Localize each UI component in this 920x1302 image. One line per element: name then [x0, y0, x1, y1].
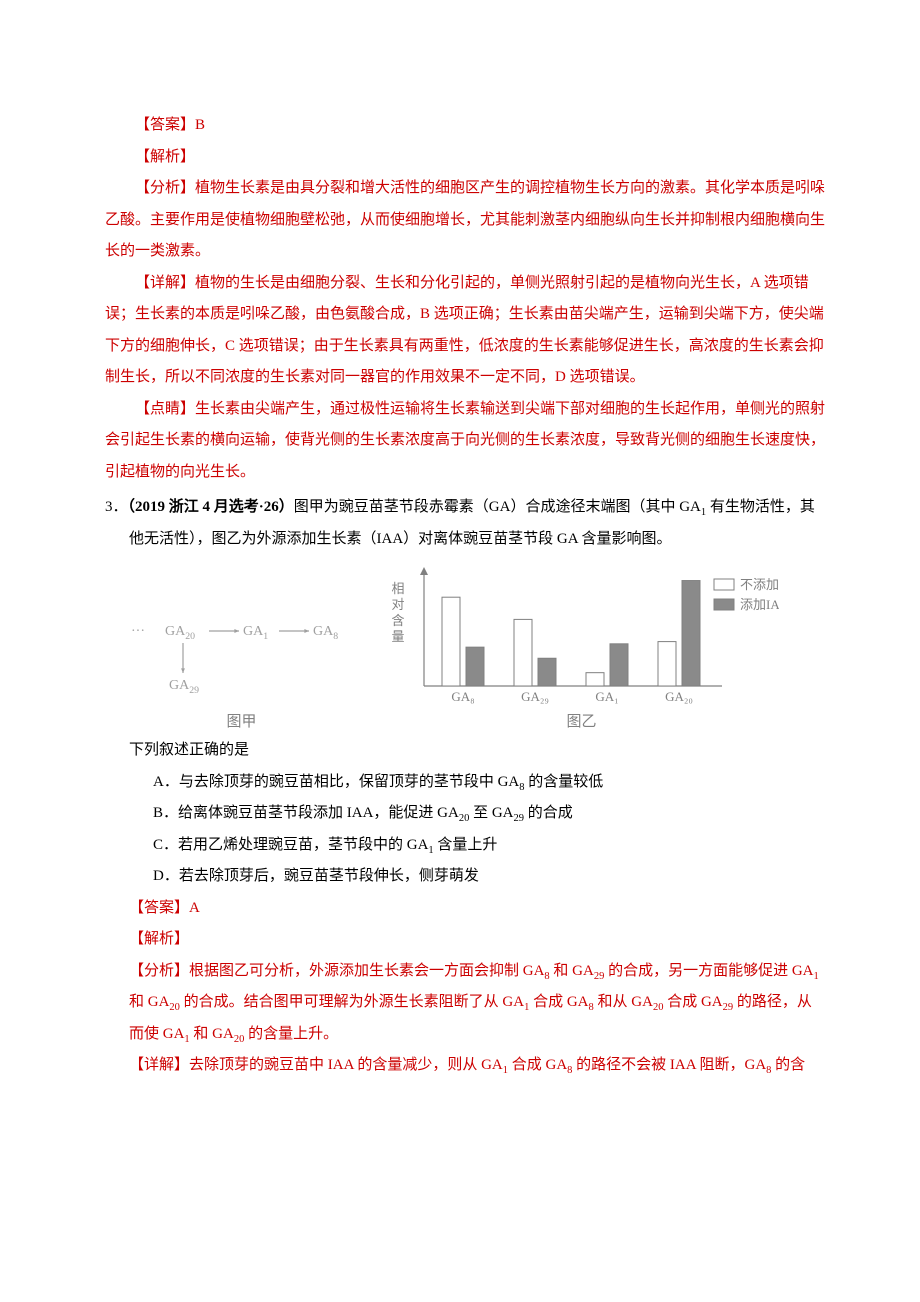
figure-row: ··· GA20 GA1 GA8 GA29 图甲 相对含量 GA₈ GA₂₉ GA₁ GA₂₀ 不… [129, 563, 825, 733]
svg-text:GA8: GA8 [313, 624, 338, 642]
q3-jiexi-label: 【解析】 [129, 924, 825, 956]
svg-text:量: 量 [391, 629, 404, 644]
t: 【详解】去除顶芽的豌豆苗中 IAA 的含量减少，则从 GA [129, 1057, 503, 1073]
option-b-s1: 20 [459, 813, 470, 824]
svg-text:对: 对 [391, 597, 404, 612]
t: 29 [723, 1002, 734, 1013]
t: 29 [594, 971, 605, 982]
option-b-mid: 至 GA [469, 805, 513, 821]
jiexi-label: 【解析】 [105, 142, 825, 174]
svg-text:GA₁: GA₁ [595, 689, 618, 704]
q3-stem-a: 图甲为豌豆苗茎节段赤霉素（GA）合成途径末端图（其中 GA [294, 499, 701, 515]
t: 的含 [771, 1057, 805, 1073]
option-b-s2: 29 [514, 813, 525, 824]
svg-text:GA1: GA1 [243, 624, 268, 642]
figure-a-caption: 图甲 [226, 712, 256, 733]
q3-xiangjie: 【详解】去除顶芽的豌豆苗中 IAA 的含量减少，则从 GA1 合成 GA8 的路… [129, 1050, 825, 1082]
option-b-pre: B．给离体豌豆苗茎节段添加 IAA，能促进 GA [153, 805, 459, 821]
q3-fenxi: 【分析】根据图乙可分析，外源添加生长素会一方面会抑制 GA8 和 GA29 的合… [129, 956, 825, 1051]
option-a-tail: 的含量较低 [525, 774, 604, 790]
svg-text:添加IAA: 添加IAA [740, 597, 779, 612]
svg-text:GA29: GA29 [169, 678, 199, 696]
svg-text:···: ··· [131, 624, 145, 639]
t: 合成 GA [508, 1057, 567, 1073]
t: 20 [234, 1034, 245, 1045]
option-c-pre: C．若用乙烯处理豌豆苗，茎节段中的 GA [153, 837, 428, 853]
q3-number: 3． [105, 499, 128, 515]
option-b: B．给离体豌豆苗茎节段添加 IAA，能促进 GA20 至 GA29 的合成 [153, 798, 825, 830]
t: 合成 GA [529, 994, 588, 1010]
t: 的合成，另一方面能够促进 GA [604, 963, 813, 979]
option-c-tail: 含量上升 [434, 837, 498, 853]
svg-text:不添加IAA: 不添加IAA [740, 577, 779, 592]
t: 合成 GA [663, 994, 722, 1010]
t: 的含量上升。 [244, 1026, 338, 1042]
t: 的路径不会被 IAA 阻断，GA [572, 1057, 766, 1073]
t: 和 GA [550, 963, 594, 979]
t: 的合成。结合图甲可理解为外源生长素阻断了从 GA [180, 994, 524, 1010]
figure-a: ··· GA20 GA1 GA8 GA29 图甲 [129, 613, 354, 733]
option-b-tail: 的合成 [524, 805, 573, 821]
figure-b-svg: 相对含量 GA₈ GA₂₉ GA₁ GA₂₀ 不添加IAA 添加IAA [384, 563, 779, 708]
t: 和从 GA [594, 994, 653, 1010]
svg-text:相: 相 [391, 581, 404, 596]
option-c: C．若用乙烯处理豌豆苗，茎节段中的 GA1 含量上升 [153, 830, 825, 862]
q3-source: （2019 浙江 4 月选考·26） [128, 499, 294, 515]
xiangjie-text: 【详解】植物的生长是由细胞分裂、生长和分化引起的，单侧光照射引起的是植物向光生长… [105, 268, 825, 394]
q3-stem-b: 下列叙述正确的是 [129, 735, 825, 767]
option-a: A．与去除顶芽的豌豆苗相比，保留顶芽的茎节段中 GA8 的含量较低 [153, 767, 825, 799]
answer-label: 【答案】B [105, 110, 825, 142]
t: 20 [169, 1002, 180, 1013]
fenxi-text: 【分析】植物生长素是由具分裂和增大活性的细胞区产生的调控植物生长方向的激素。其化… [105, 173, 825, 268]
option-d: D．若去除顶芽后，豌豆苗茎节段伸长，侧芽萌发 [153, 861, 825, 893]
svg-text:GA₂₀: GA₂₀ [665, 689, 693, 704]
svg-text:GA₂₉: GA₂₉ [521, 689, 549, 704]
option-a-pre: A．与去除顶芽的豌豆苗相比，保留顶芽的茎节段中 GA [153, 774, 519, 790]
svg-text:GA₈: GA₈ [451, 689, 474, 704]
q3-stem-line1: 3．（2019 浙江 4 月选考·26）图甲为豌豆苗茎节段赤霉素（GA）合成途径… [129, 492, 825, 555]
t: 1 [814, 971, 819, 982]
dianjing-text: 【点睛】生长素由尖端产生，通过极性运输将生长素输送到尖端下部对细胞的生长起作用，… [105, 394, 825, 489]
t: 【分析】根据图乙可分析，外源添加生长素会一方面会抑制 GA [129, 963, 544, 979]
t: 和 GA [129, 994, 169, 1010]
t: 20 [653, 1002, 664, 1013]
figure-b: 相对含量 GA₈ GA₂₉ GA₁ GA₂₀ 不添加IAA 添加IAA 图乙 [384, 563, 779, 733]
figure-b-caption: 图乙 [566, 712, 596, 733]
t: 和 GA [190, 1026, 234, 1042]
svg-text:GA20: GA20 [165, 624, 195, 642]
svg-text:含: 含 [391, 613, 404, 628]
q3-answer-label: 【答案】A [129, 893, 825, 925]
figure-a-svg: ··· GA20 GA1 GA8 GA29 [129, 613, 354, 708]
